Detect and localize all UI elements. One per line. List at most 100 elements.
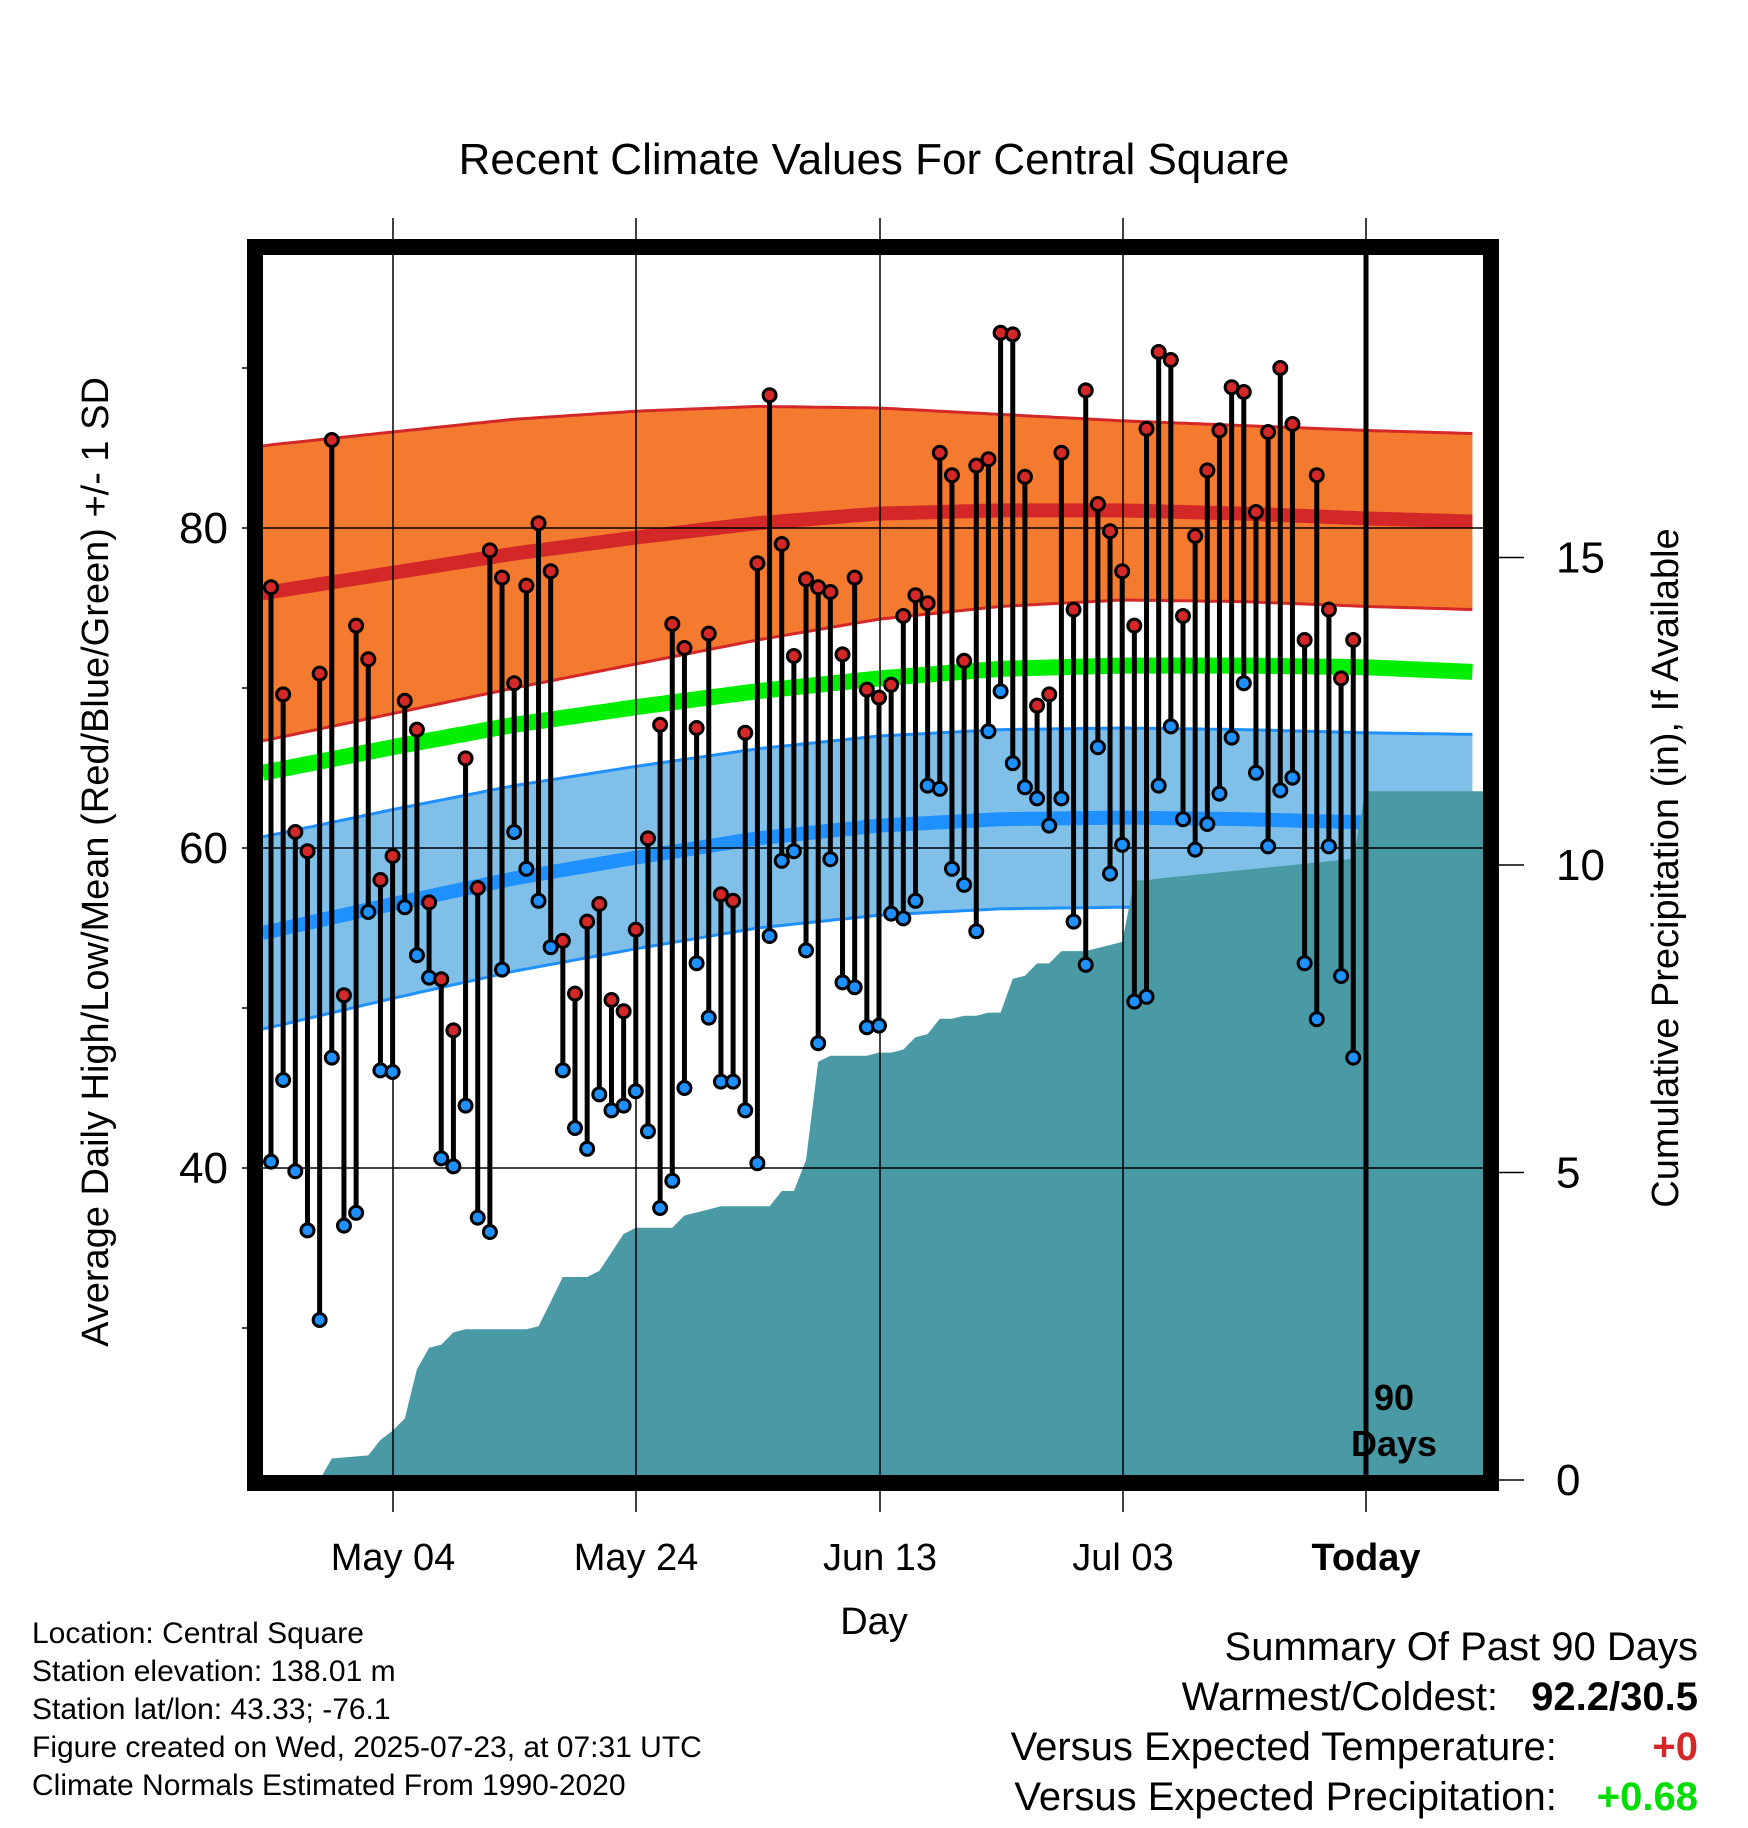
daily-low-point [639,1123,656,1140]
daily-high-point [1235,384,1252,400]
daily-low-point [1247,764,1264,781]
high-mean-line [263,503,1473,601]
daily-low-point [360,904,377,920]
daily-low-point [652,1200,669,1216]
daily-low-point [700,1009,717,1026]
daily-low-point [275,1072,292,1088]
daily-high-point [871,689,887,706]
daily-high-point [1247,504,1264,520]
axis-ticks: May 04 May 24 Jun 13 Jul 03 Today 40 60 80 0 5 10 1… [179,218,1605,1579]
warm-cold-label: Warmest/Coldest: [1181,1675,1499,1719]
daily-high-point [360,651,377,668]
daily-low-point [445,1158,462,1175]
summary-panel: Summary Of Past 90 Days Warmest/Coldest:… [1011,1622,1698,1822]
daily-high-point [712,886,729,903]
daily-high-point [883,676,900,693]
daily-high-point [1162,352,1179,368]
daily-high-point [1138,420,1155,437]
warm-cold-value: 92.2/30.5 [1531,1675,1698,1719]
normals-text: Climate Normals Estimated From 1990-2020 [32,1769,626,1802]
daily-high-point [408,721,425,738]
x-axis-label: Day [840,1601,908,1643]
daily-low-point [1296,955,1313,972]
daily-low-point [810,1035,827,1052]
daily-high-point [846,569,863,586]
daily-low-point [1308,1011,1325,1028]
daily-high-point [1345,632,1362,648]
daily-low-point [481,1224,498,1240]
daily-low-point [591,1086,608,1103]
daily-low-point [615,1097,632,1114]
daily-low-point [688,955,705,972]
daily-low-point [749,1155,766,1172]
precipitation-area [271,791,1483,1475]
daily-low-point [506,824,523,840]
daily-high-point [1199,462,1216,479]
daily-high-point [676,640,693,656]
daily-high-point [1029,697,1046,714]
daily-low-point [785,843,802,860]
daily-low-point [943,860,960,877]
daily-low-point [1333,968,1350,984]
daily-high-point [603,992,620,1008]
daily-high-point [530,515,547,532]
daily-low-point [1162,718,1179,735]
daily-low-point [968,923,985,940]
x-tick-label: Jul 03 [1072,1537,1173,1579]
daily-high-point [725,892,742,909]
daily-high-point [1308,467,1325,484]
elevation-text: Station elevation: 138.01 m [32,1655,396,1688]
daily-low-point [980,723,997,740]
y-right-tick-label: 5 [1556,1149,1580,1198]
daily-high-point [980,451,997,468]
daily-high-point [311,665,328,682]
daily-high-point [834,646,851,663]
x-tick-label: May 04 [331,1537,456,1579]
daily-low-point [263,1153,279,1170]
daily-high-point [469,880,486,896]
daily-low-point [1089,739,1106,756]
daily-high-point [323,432,340,448]
daily-low-point [761,928,778,944]
daily-high-point [956,652,973,669]
daily-low-point [494,961,511,978]
daily-low-point [1175,811,1191,828]
daily-low-point [1150,777,1167,794]
daily-low-point [457,1097,474,1114]
daily-low-point [530,892,547,909]
daily-low-point [846,979,863,996]
daily-high-point [1004,326,1021,343]
daily-high-point [1089,496,1106,512]
daily-high-point [287,824,304,840]
daily-low-point [323,1049,340,1066]
plot-border [247,239,1499,1491]
daily-low-point [299,1222,316,1239]
daily-high-point [1272,360,1289,376]
daily-low-point [676,1080,693,1096]
location-text: Location: Central Square [32,1617,364,1650]
daily-high-point [858,681,875,698]
daily-low-point [895,910,912,927]
daily-high-point [737,724,754,741]
summary-warm-cold: Warmest/Coldest: 92.2/30.5 [1011,1672,1698,1722]
y-right-tick-label: 15 [1556,534,1605,583]
daily-high-point [579,913,596,930]
daily-low-point [1320,838,1337,855]
daily-high-point [1333,670,1350,687]
mean-line [263,657,1473,781]
daily-high-point [1053,444,1070,461]
precip-label: Versus Expected Precipitation: [1014,1775,1557,1819]
daily-low-point [1260,838,1277,855]
daily-high-point [652,716,669,733]
daily-low-point [1199,816,1216,832]
daily-high-point [348,617,365,634]
y-axis-label-right: Cumulative Precipitation (in), If Availa… [1645,528,1687,1207]
daily-high-point [384,848,401,864]
daily-low-point [1065,913,1082,930]
daily-high-point [919,595,936,612]
plot-frame [247,239,1499,1491]
daily-high-point [299,843,316,860]
daily-low-point [931,780,948,797]
station-info: Location: Central Square Station elevati… [32,1615,702,1805]
daily-high-point [1114,563,1131,580]
